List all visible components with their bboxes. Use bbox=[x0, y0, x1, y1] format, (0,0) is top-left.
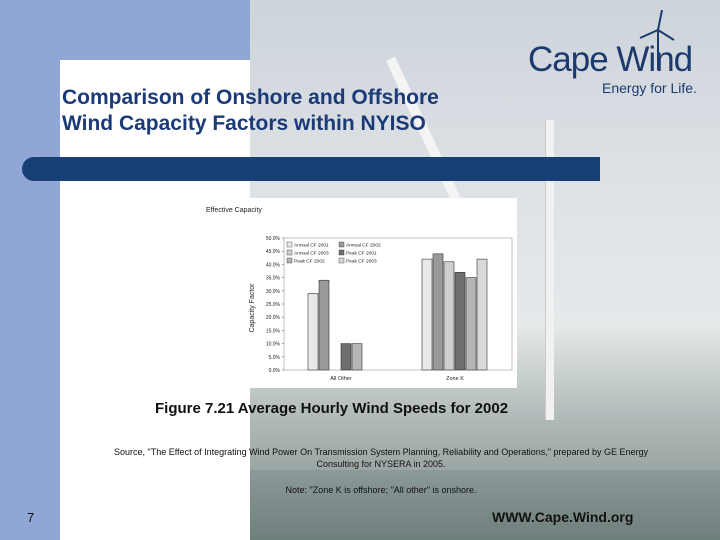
y-tick-label: 10.0% bbox=[266, 342, 281, 348]
bar-1-4 bbox=[465, 277, 477, 371]
turbine-tower bbox=[545, 120, 554, 420]
y-axis-label: Capacity Factor bbox=[249, 283, 256, 333]
legend-label: Annual CF 2001 bbox=[294, 243, 329, 249]
x-tick-label: All Other bbox=[330, 376, 352, 382]
bar-0-1 bbox=[318, 279, 330, 371]
bar-1-0 bbox=[421, 258, 433, 371]
top-band bbox=[60, 0, 250, 60]
y-tick-label: 20.0% bbox=[266, 315, 281, 321]
logo-tagline: Energy for Life. bbox=[602, 80, 697, 96]
bar-1-3 bbox=[454, 272, 466, 371]
website-link[interactable]: WWW.Cape.Wind.org bbox=[492, 509, 634, 525]
title-underline-bar bbox=[22, 157, 600, 181]
legend-swatch bbox=[286, 249, 293, 256]
bar-0-4 bbox=[351, 343, 363, 371]
legend-swatch bbox=[338, 249, 345, 256]
capacity-factor-chart: Effective Capacity Capacity Factor 0.0% 5… bbox=[206, 207, 513, 382]
y-tick-label: 5.0% bbox=[269, 355, 281, 361]
y-tick-label: 15.0% bbox=[266, 328, 281, 334]
logo-name: Cape Wind bbox=[528, 40, 693, 79]
slide-title: Comparison of Onshore and Offshore Wind … bbox=[62, 86, 439, 135]
y-tick-label: 50.0% bbox=[266, 236, 281, 242]
legend-swatch bbox=[338, 257, 345, 264]
y-tick-label: 0.0% bbox=[269, 368, 281, 374]
y-tick-label: 40.0% bbox=[266, 262, 281, 268]
legend-label: Peak CF 2003 bbox=[346, 259, 377, 265]
legend-swatch bbox=[286, 241, 293, 248]
y-tick-label: 45.0% bbox=[266, 249, 281, 255]
turbine-logo-icon bbox=[639, 10, 675, 70]
footnote: Note: "Zone K is offshore; "All other" i… bbox=[285, 485, 477, 495]
y-tick-label: 30.0% bbox=[266, 289, 281, 295]
slide-number: 7 bbox=[27, 510, 35, 525]
legend-label: Peak CF 2001 bbox=[346, 251, 377, 257]
figure-caption: Figure 7.21 Average Hourly Wind Speeds f… bbox=[155, 400, 509, 417]
chart-title: Effective Capacity bbox=[206, 207, 262, 214]
bar-1-2 bbox=[443, 261, 455, 371]
legend-label: Peak CF 2002 bbox=[294, 259, 325, 265]
bar-0-3 bbox=[340, 343, 352, 371]
legend-swatch bbox=[338, 241, 345, 248]
legend-label: Annual CF 2003 bbox=[294, 251, 329, 257]
bar-1-1 bbox=[432, 253, 444, 371]
x-tick-label: Zone K bbox=[446, 376, 464, 382]
legend-swatch bbox=[286, 257, 293, 264]
chart-container: Effective Capacity Capacity Factor 0.0% 5… bbox=[200, 198, 517, 388]
y-tick-label: 25.0% bbox=[266, 302, 281, 308]
sea-area bbox=[250, 470, 720, 540]
y-tick-label: 35.0% bbox=[266, 276, 281, 282]
legend-label: Annual CF 2002 bbox=[346, 243, 381, 249]
bar-0-0 bbox=[307, 293, 319, 371]
plot-area: 0.0% 5.0% 10.0% 15.0% 20.0% 25.0% 30.0% 35.0% 40… bbox=[266, 236, 513, 382]
bar-1-5 bbox=[476, 258, 488, 371]
left-band bbox=[0, 0, 60, 540]
source-citation: Source, "The Effect of Integrating Wind … bbox=[114, 447, 648, 469]
cape-wind-logo: Cape Wind Energy for Life. bbox=[528, 10, 697, 96]
